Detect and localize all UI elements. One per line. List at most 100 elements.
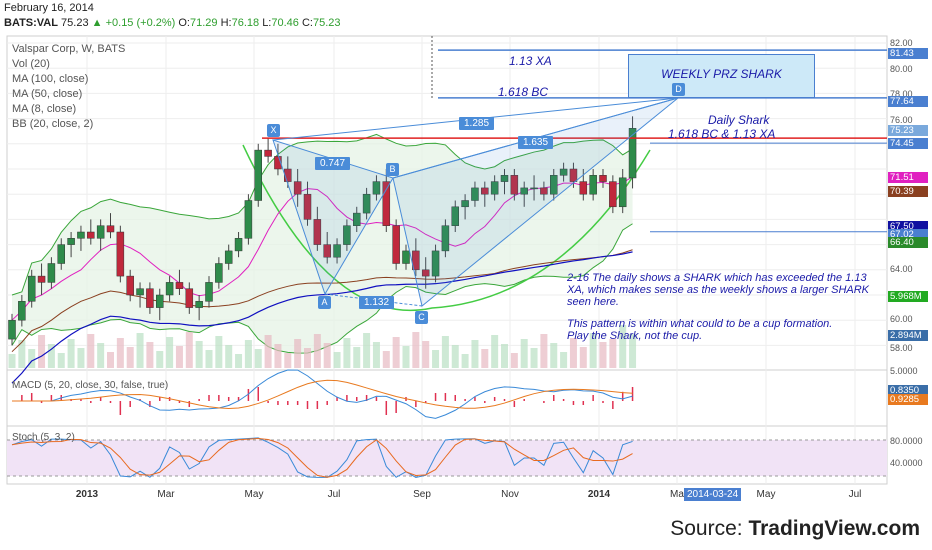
ma100-line [11, 251, 633, 384]
volume-bar [175, 346, 183, 368]
legend-ma50[interactable]: MA (50, close) [12, 88, 83, 100]
volume-bar [87, 334, 95, 368]
volume-bar [451, 345, 459, 368]
candle-body [471, 187, 479, 201]
volume-bar [530, 348, 538, 368]
prz-box[interactable]: WEEKLY PRZ SHARK [628, 54, 815, 98]
volume-bar [215, 336, 223, 368]
bb-upper [11, 133, 633, 296]
legend-bb[interactable]: BB (20, close, 2) [12, 118, 94, 130]
candle-body [175, 282, 184, 289]
cup-arc [242, 144, 651, 312]
volume-bar [136, 333, 144, 368]
tag-67-02: 67.02 [888, 229, 928, 240]
tag-66-40: 66.40 [888, 237, 928, 248]
pattern-ac [324, 293, 423, 307]
stoch-tick-80: 80.0000 [890, 436, 923, 446]
volume-bar [47, 344, 55, 368]
point-d[interactable]: D [672, 83, 685, 96]
stoch-label[interactable]: Stoch (5, 3, 2) [12, 432, 75, 443]
candle-body [362, 193, 371, 214]
candle-body [333, 244, 341, 258]
quote-line: BATS:VAL 75.23 ▲ +0.15 (+0.2%) O:71.29 H… [4, 17, 341, 29]
candle-body [579, 181, 588, 195]
legend-ma100[interactable]: MA (100, close) [12, 73, 89, 85]
source-brand: TradingView.com [748, 517, 920, 540]
tag-volume-up: 5.968M [888, 291, 928, 302]
high-value: 76.18 [231, 17, 260, 29]
tick-76: 76.00 [890, 115, 913, 125]
volume-bar [402, 346, 410, 368]
candle-body [215, 263, 223, 283]
candles [8, 116, 637, 346]
macd-label[interactable]: MACD (5, 20, close, 30, false, true) [12, 380, 169, 391]
candle-body [589, 175, 597, 195]
volume-bar [372, 342, 380, 368]
legend-ma8[interactable]: MA (8, close) [12, 103, 77, 115]
volume-bar [38, 335, 46, 368]
volume-bar [67, 339, 75, 368]
volume-bar [107, 352, 114, 368]
point-x[interactable]: X [267, 124, 280, 137]
candle-body [224, 250, 233, 264]
legend-vol[interactable]: Vol (20) [12, 58, 50, 70]
ratio-bc: 1.132 [359, 296, 395, 309]
candle-body [254, 149, 262, 201]
volume-bar [599, 342, 607, 368]
candle-body [540, 187, 548, 195]
candle-body [87, 231, 95, 239]
candle-body [18, 301, 26, 321]
candle-body [156, 294, 164, 308]
volume-bar [510, 353, 518, 368]
volume-bar [166, 337, 174, 368]
volume-bar [333, 352, 341, 368]
volume-bar [491, 335, 499, 368]
volume-bar [146, 342, 154, 368]
macd-line [12, 369, 633, 419]
volume-bar [274, 344, 282, 368]
cup-curve [242, 144, 651, 312]
volume-bar [550, 343, 558, 368]
candle-body [244, 200, 253, 239]
change-arrow-icon: ▲ [91, 17, 103, 29]
daily-shark-title: Daily Shark [708, 113, 770, 127]
candle-body [234, 238, 243, 252]
candle-body [402, 250, 410, 264]
crosshair-date[interactable]: 2014-03-24 [684, 488, 742, 501]
candle-body [353, 212, 361, 226]
point-c[interactable]: C [415, 311, 428, 324]
candle-body [146, 288, 154, 308]
candle-body [550, 175, 558, 195]
time-2013: 2013 [75, 489, 99, 500]
close-label: C: [301, 17, 313, 29]
point-b[interactable]: B [386, 163, 399, 176]
point-a[interactable]: A [318, 296, 331, 309]
volume-bar [97, 343, 105, 368]
daily-shark-sub: 1.618 BC & 1.13 XA [668, 127, 776, 141]
time-ma: Ma [670, 489, 684, 500]
candle-body [461, 200, 469, 208]
volume-bar [116, 338, 124, 368]
volume-bar [126, 347, 134, 368]
indicator-legend: Valspar Corp, W, BATS Vol (20) MA (100, … [12, 42, 125, 132]
candle-body [126, 275, 134, 296]
volume-bar [560, 352, 568, 368]
volume-bar [363, 333, 371, 368]
tag-67-50: 67.50 [888, 221, 928, 232]
candle-body [274, 156, 282, 170]
volume-bar [629, 334, 637, 368]
candle-body [500, 175, 509, 182]
candle-body [313, 219, 322, 245]
tick-80: 80.00 [890, 64, 913, 74]
shark-pattern[interactable] [272, 97, 679, 307]
volume-bar [8, 354, 16, 368]
time-sep: Sep [413, 489, 431, 500]
volume-bar [195, 341, 203, 368]
candle-body [382, 181, 391, 226]
candle-body [47, 263, 56, 283]
tick-58: 58.00 [890, 343, 913, 353]
candle-body [618, 177, 627, 208]
last-price: 75.23 [61, 17, 89, 29]
volume-bar [461, 354, 469, 368]
